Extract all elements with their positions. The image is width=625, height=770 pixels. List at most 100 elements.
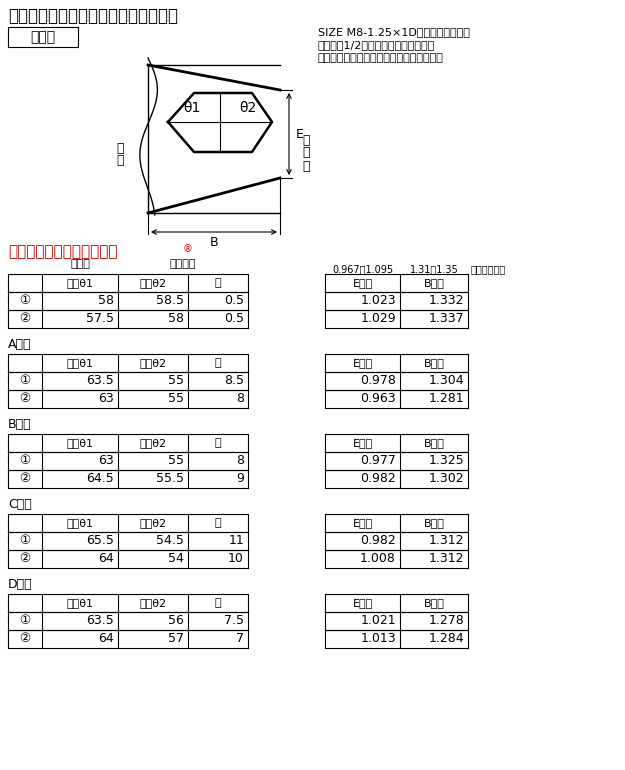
Text: 1.021: 1.021 [361, 614, 396, 628]
Text: 差: 差 [215, 358, 221, 368]
Text: 0.982: 0.982 [360, 534, 396, 547]
Text: 9: 9 [236, 473, 244, 486]
Text: 材: 材 [116, 155, 124, 168]
Text: 1.304: 1.304 [428, 374, 464, 387]
Text: 1.302: 1.302 [428, 473, 464, 486]
Text: 端末から1/2巻のところを同一条件で: 端末から1/2巻のところを同一条件で [318, 40, 435, 50]
Text: 【他社製品との材料角度測定比較表】: 【他社製品との材料角度測定比較表】 [8, 7, 178, 25]
Text: E: E [296, 128, 304, 140]
Text: 1.281: 1.281 [428, 393, 464, 406]
Text: ②: ② [19, 313, 31, 326]
Text: E寸法: E寸法 [352, 358, 372, 368]
Text: 0.5: 0.5 [224, 294, 244, 307]
Text: 1.312: 1.312 [429, 534, 464, 547]
Text: ①: ① [19, 374, 31, 387]
Text: 55.5: 55.5 [156, 473, 184, 486]
Text: ②: ② [19, 632, 31, 645]
Text: 差: 差 [215, 278, 221, 288]
Text: 1.023: 1.023 [361, 294, 396, 307]
Text: 8: 8 [236, 393, 244, 406]
Text: B寸法: B寸法 [424, 598, 444, 608]
Text: 55: 55 [168, 454, 184, 467]
Text: 64.5: 64.5 [86, 473, 114, 486]
Text: 角度θ2: 角度θ2 [139, 358, 166, 368]
Text: 1.332: 1.332 [429, 294, 464, 307]
Text: 差: 差 [215, 598, 221, 608]
Text: 1.029: 1.029 [361, 313, 396, 326]
Text: C社製: C社製 [8, 497, 32, 511]
Text: ト: ト [302, 159, 309, 172]
Text: θ2: θ2 [239, 101, 257, 115]
Text: ②: ② [19, 473, 31, 486]
Text: 角度θ2: 角度θ2 [139, 438, 166, 448]
Text: 角度θ1: 角度θ1 [66, 278, 94, 288]
Text: 0.963: 0.963 [361, 393, 396, 406]
Text: 1.337: 1.337 [428, 313, 464, 326]
Text: 角度θ2: 角度θ2 [139, 598, 166, 608]
Text: 母材側: 母材側 [70, 259, 90, 269]
Text: 角度θ1: 角度θ1 [66, 358, 94, 368]
Text: 1.013: 1.013 [361, 632, 396, 645]
Text: 65.5: 65.5 [86, 534, 114, 547]
Text: 63.5: 63.5 [86, 374, 114, 387]
Text: 7.5: 7.5 [224, 614, 244, 628]
Text: B社製: B社製 [8, 417, 32, 430]
Text: 64: 64 [98, 632, 114, 645]
Text: ①: ① [19, 294, 31, 307]
Text: ②: ② [19, 393, 31, 406]
Text: 63: 63 [98, 454, 114, 467]
Text: θ1: θ1 [183, 101, 201, 115]
Text: 58: 58 [168, 313, 184, 326]
Text: 54.5: 54.5 [156, 534, 184, 547]
Text: 1.312: 1.312 [429, 553, 464, 565]
Text: B寸法: B寸法 [424, 438, 444, 448]
Text: 差: 差 [215, 438, 221, 448]
Text: 1.31～1.35: 1.31～1.35 [409, 264, 458, 274]
Text: 0.978: 0.978 [360, 374, 396, 387]
Text: 1.278: 1.278 [428, 614, 464, 628]
Text: 0.977: 0.977 [360, 454, 396, 467]
Text: 角度θ2: 角度θ2 [139, 518, 166, 528]
Text: E寸法: E寸法 [352, 278, 372, 288]
Text: B寸法: B寸法 [424, 358, 444, 368]
Text: 58: 58 [98, 294, 114, 307]
Text: B寸法: B寸法 [424, 278, 444, 288]
Text: ①: ① [19, 614, 31, 628]
Text: 57: 57 [168, 632, 184, 645]
Text: 10: 10 [228, 553, 244, 565]
Text: 母: 母 [116, 142, 124, 155]
Text: 7: 7 [236, 632, 244, 645]
Text: 1.284: 1.284 [428, 632, 464, 645]
Text: ル: ル [302, 146, 309, 159]
Text: ボルト側: ボルト側 [170, 259, 196, 269]
Text: 54: 54 [168, 553, 184, 565]
Text: E寸法: E寸法 [352, 438, 372, 448]
Text: A社製: A社製 [8, 337, 31, 350]
Text: E寸法: E寸法 [352, 598, 372, 608]
Text: 58.5: 58.5 [156, 294, 184, 307]
Text: ②: ② [19, 553, 31, 565]
Text: B寸法: B寸法 [424, 518, 444, 528]
Text: 形状図: 形状図 [31, 30, 56, 44]
Text: 63: 63 [98, 393, 114, 406]
Text: 角度θ1: 角度θ1 [66, 598, 94, 608]
Text: 1.008: 1.008 [360, 553, 396, 565]
Text: 0.967～1.095: 0.967～1.095 [332, 264, 393, 274]
Text: 差: 差 [215, 518, 221, 528]
Text: 55: 55 [168, 393, 184, 406]
Text: ®: ® [183, 244, 192, 254]
Text: ①: ① [19, 454, 31, 467]
Text: ボ: ボ [302, 133, 309, 146]
Text: 63.5: 63.5 [86, 614, 114, 628]
Text: ①: ① [19, 534, 31, 547]
Text: 8.5: 8.5 [224, 374, 244, 387]
Text: （当社規格）: （当社規格） [471, 264, 506, 274]
Text: 57.5: 57.5 [86, 313, 114, 326]
Text: 64: 64 [98, 553, 114, 565]
Text: 8: 8 [236, 454, 244, 467]
Text: 11: 11 [228, 534, 244, 547]
Text: 当社製スーパースプリュー: 当社製スーパースプリュー [8, 245, 118, 259]
Text: D社製: D社製 [8, 578, 32, 591]
Text: E寸法: E寸法 [352, 518, 372, 528]
Text: 0.5: 0.5 [224, 313, 244, 326]
